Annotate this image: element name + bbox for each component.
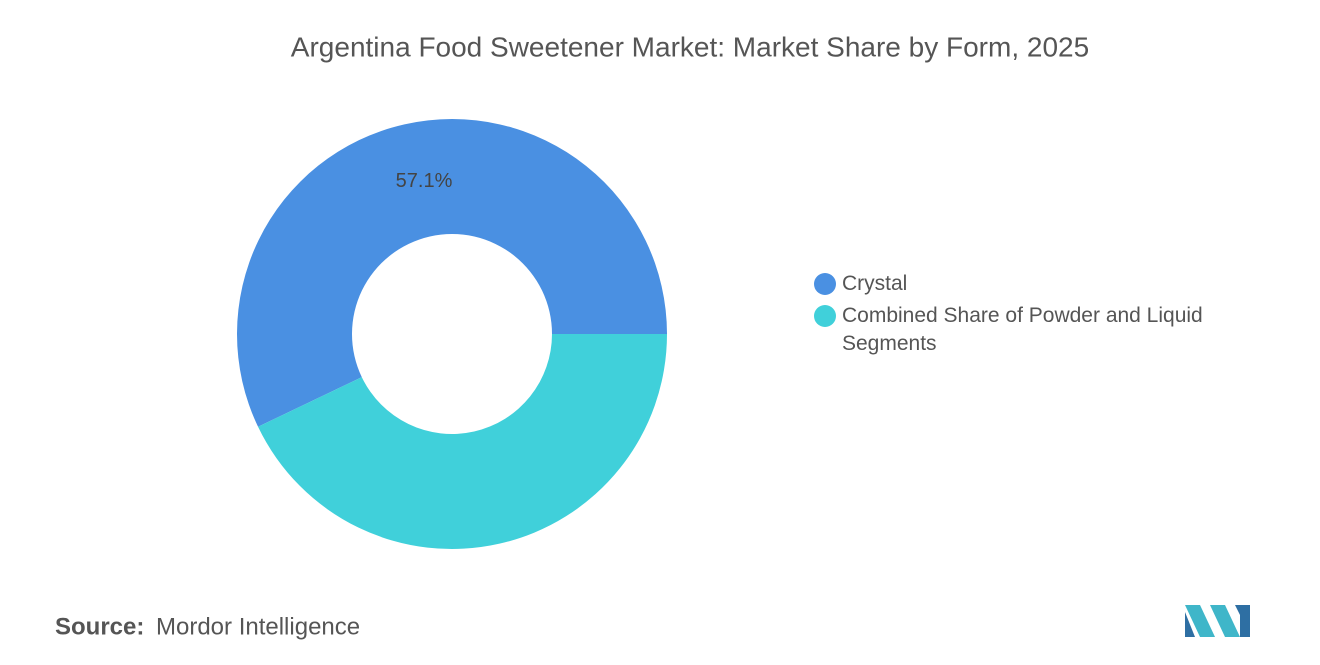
legend-label: Crystal bbox=[842, 272, 908, 295]
donut: 57.1% bbox=[237, 119, 667, 550]
legend-swatch bbox=[814, 273, 836, 295]
source-text: Mordor Intelligence bbox=[156, 613, 360, 640]
slice bbox=[237, 119, 667, 427]
source-label: Source: bbox=[55, 613, 144, 640]
chart-title: Argentina Food Sweetener Market: Market … bbox=[291, 31, 1089, 62]
legend-item: Combined Share of Powder and Liquid Segm… bbox=[814, 302, 1234, 358]
logo bbox=[1185, 605, 1250, 637]
legend-item: Crystal bbox=[814, 270, 1234, 298]
legend-swatch bbox=[814, 305, 836, 327]
legend: Crystal Combined Share of Powder and Liqu… bbox=[814, 270, 1234, 362]
slice bbox=[258, 334, 667, 550]
legend-label: Combined Share of Powder and Liquid Segm… bbox=[842, 304, 1203, 355]
value-label: 57.1% bbox=[396, 170, 453, 192]
